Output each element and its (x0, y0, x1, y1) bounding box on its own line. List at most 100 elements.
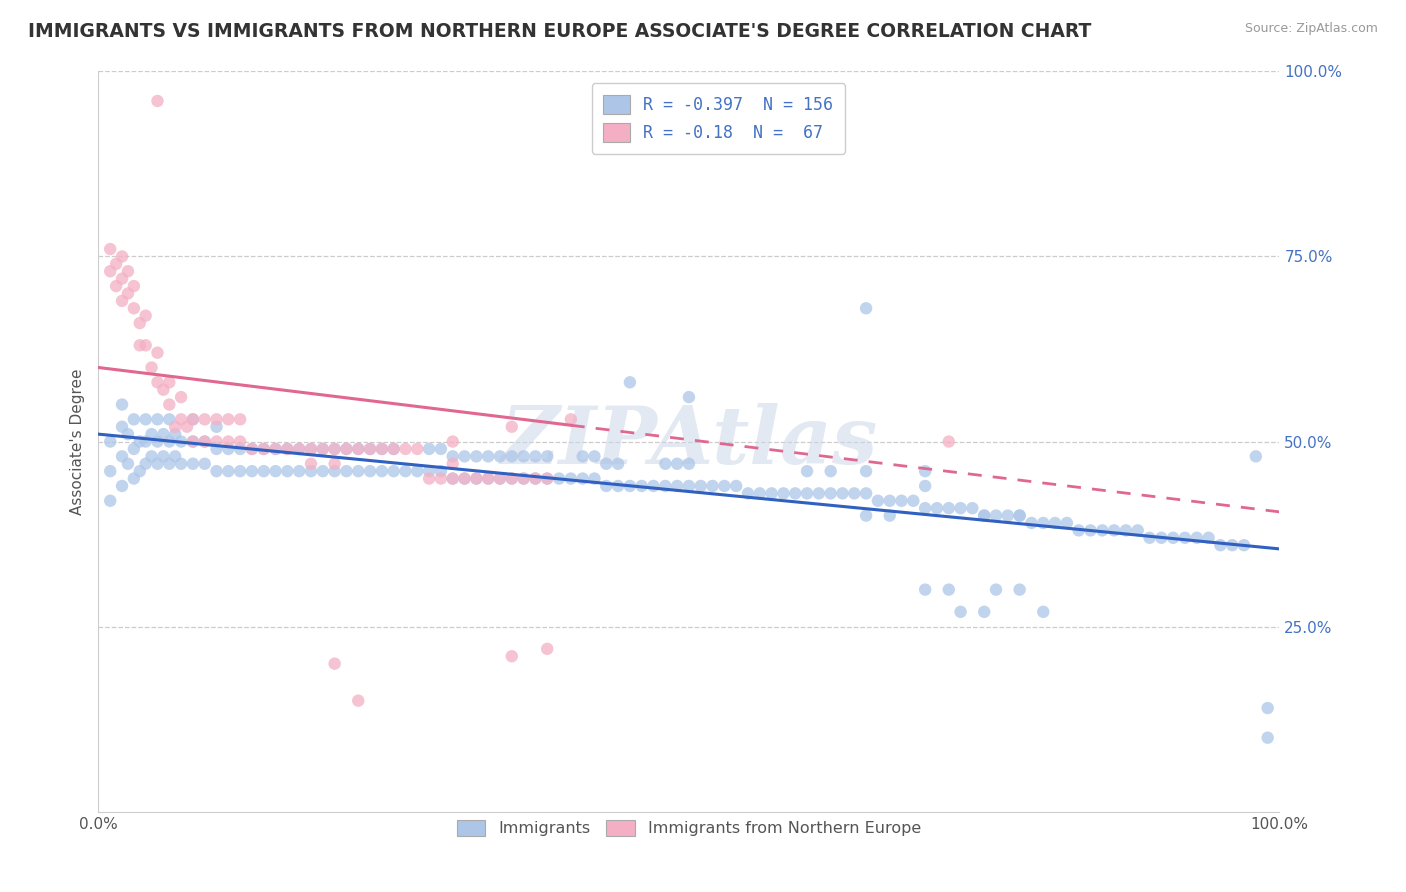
Point (984, 582, 1007, 597)
Point (1021, 516, 1043, 530)
Point (737, 486, 759, 500)
Point (288, 442, 311, 456)
Point (141, 360, 163, 375)
Point (157, 398, 180, 412)
Point (111, 450, 134, 464)
Point (146, 457, 169, 471)
Point (122, 442, 145, 456)
Point (146, 345, 169, 359)
Text: IMMIGRANTS VS IMMIGRANTS FROM NORTHERN EUROPE ASSOCIATE'S DEGREE CORRELATION CHA: IMMIGRANTS VS IMMIGRANTS FROM NORTHERN E… (28, 22, 1091, 41)
Point (217, 412, 239, 426)
Point (973, 605, 995, 619)
Point (170, 457, 193, 471)
Point (264, 464, 287, 478)
Point (117, 264, 139, 278)
Point (536, 450, 558, 464)
Point (441, 434, 464, 449)
Point (146, 412, 169, 426)
Point (1244, 450, 1267, 464)
Point (441, 471, 464, 485)
Point (371, 442, 394, 456)
Point (595, 457, 617, 471)
Point (371, 442, 394, 456)
Point (524, 471, 547, 485)
Point (477, 471, 499, 485)
Point (477, 471, 499, 485)
Point (181, 412, 204, 426)
Point (548, 471, 571, 485)
Point (630, 479, 652, 493)
Point (146, 434, 169, 449)
Point (406, 442, 429, 456)
Point (477, 450, 499, 464)
Point (128, 434, 150, 449)
Text: ZIPAtlas: ZIPAtlas (501, 403, 877, 480)
Point (205, 419, 228, 434)
Point (117, 457, 139, 471)
Point (276, 442, 298, 456)
Point (807, 486, 830, 500)
Point (347, 442, 370, 456)
Point (430, 471, 453, 485)
Point (276, 464, 298, 478)
Point (1008, 508, 1031, 523)
Point (501, 450, 523, 464)
Point (347, 464, 370, 478)
Point (117, 286, 139, 301)
Point (122, 412, 145, 426)
Point (571, 450, 593, 464)
Point (654, 457, 676, 471)
Point (229, 434, 252, 449)
Point (1161, 531, 1184, 545)
Point (938, 501, 960, 516)
Point (382, 464, 405, 478)
Point (194, 434, 217, 449)
Point (1257, 701, 1279, 715)
Point (524, 450, 547, 464)
Point (312, 464, 335, 478)
Point (512, 450, 534, 464)
Point (323, 464, 346, 478)
Point (571, 471, 593, 485)
Point (1043, 516, 1066, 530)
Point (1102, 524, 1125, 538)
Point (217, 464, 239, 478)
Point (1008, 582, 1031, 597)
Point (176, 419, 198, 434)
Point (879, 493, 901, 508)
Point (914, 464, 936, 478)
Point (229, 442, 252, 456)
Point (135, 457, 157, 471)
Point (394, 464, 416, 478)
Point (170, 434, 193, 449)
Point (111, 250, 134, 264)
Point (122, 279, 145, 293)
Text: Source: ZipAtlas.com: Source: ZipAtlas.com (1244, 22, 1378, 36)
Point (984, 508, 1007, 523)
Point (949, 605, 972, 619)
Point (217, 442, 239, 456)
Point (855, 301, 877, 316)
Point (796, 464, 818, 478)
Point (111, 419, 134, 434)
Point (152, 383, 174, 397)
Point (152, 450, 174, 464)
Point (418, 471, 440, 485)
Point (181, 457, 204, 471)
Point (1220, 538, 1243, 552)
Point (1080, 524, 1102, 538)
Point (607, 479, 630, 493)
Point (205, 412, 228, 426)
Point (748, 486, 770, 500)
Point (678, 390, 700, 404)
Point (165, 419, 187, 434)
Point (117, 427, 139, 442)
Point (536, 641, 558, 656)
Point (441, 457, 464, 471)
Point (678, 479, 700, 493)
Point (689, 479, 711, 493)
Point (157, 457, 180, 471)
Point (323, 442, 346, 456)
Point (702, 479, 724, 493)
Point (105, 257, 128, 271)
